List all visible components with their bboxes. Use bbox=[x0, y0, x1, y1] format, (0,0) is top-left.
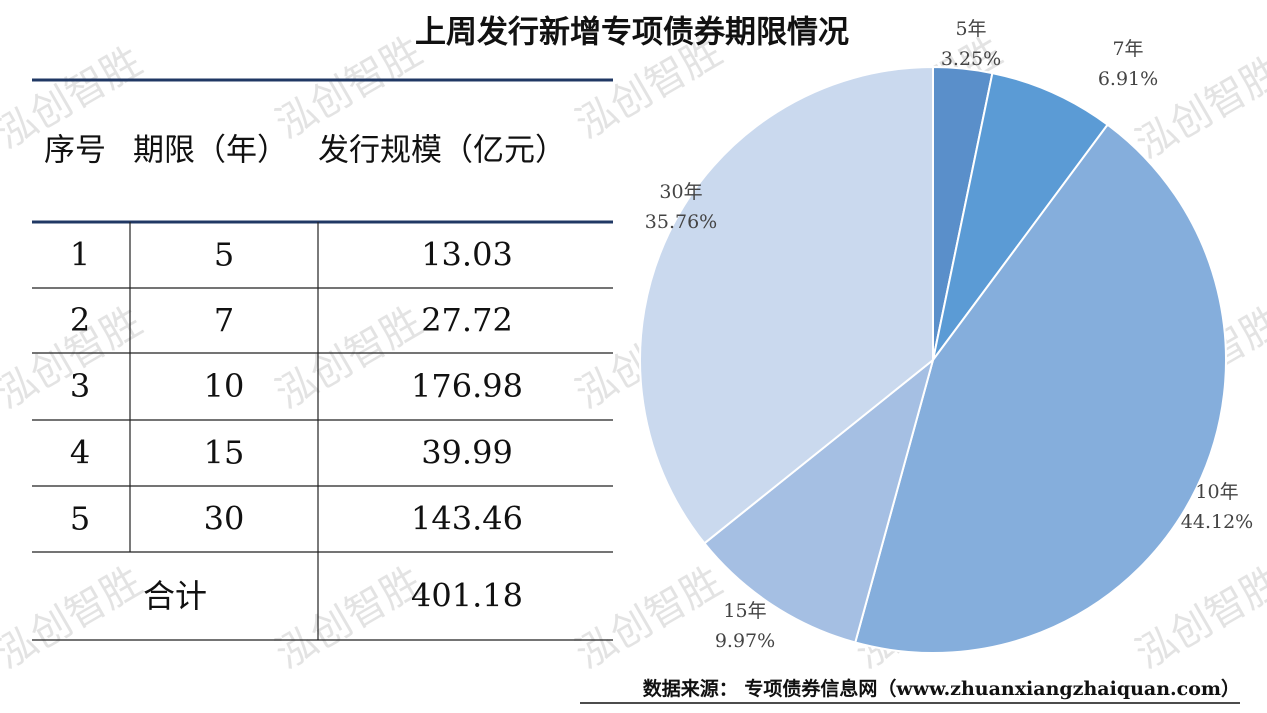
total-label: 合计 bbox=[143, 577, 207, 615]
table-cell: 39.99 bbox=[421, 434, 513, 472]
table-cell: 15 bbox=[204, 434, 245, 472]
table-cell: 2 bbox=[70, 301, 90, 339]
table-cell: 30 bbox=[204, 500, 245, 538]
pie-slice bbox=[932, 71, 1109, 361]
table-cell: 10 bbox=[204, 367, 245, 405]
watermark: 泓创智胜 bbox=[1128, 558, 1267, 678]
table-cell: 3 bbox=[70, 367, 90, 405]
total-value: 401.18 bbox=[411, 577, 523, 615]
slice-label: 6.91% bbox=[1098, 68, 1158, 90]
table-cell: 1 bbox=[70, 236, 90, 274]
watermark: 泓创智胜 bbox=[268, 558, 430, 678]
header-cell: 序号 bbox=[44, 133, 106, 169]
slice-category: 15年 bbox=[723, 600, 766, 622]
pie-chart: 5年 3.25% 7年 6.91% 10年 44.12% 15年 9.97% 30年 35.76% bbox=[639, 18, 1253, 654]
table-cell: 176.98 bbox=[411, 367, 523, 405]
watermark: 泓创智胜 bbox=[268, 298, 430, 418]
table-cell: 5 bbox=[214, 236, 234, 274]
watermark: 泓创智胜 bbox=[268, 28, 430, 148]
slice-label: 35.76% bbox=[645, 211, 717, 233]
watermark: 泓创智胜 bbox=[568, 558, 730, 678]
table-cell: 7 bbox=[214, 301, 234, 339]
slice-category: 7年 bbox=[1112, 38, 1143, 60]
table-cell: 5 bbox=[70, 500, 90, 538]
slice-category: 5年 bbox=[955, 18, 986, 40]
table-cell: 13.03 bbox=[421, 236, 513, 274]
source: 数据来源： 专项债券信息网（www.zhuanxiangzhaiquan.com… bbox=[643, 677, 1240, 700]
slice-label: 9.97% bbox=[715, 630, 775, 652]
slice-category: 30年 bbox=[659, 181, 702, 203]
pie-slice bbox=[639, 65, 934, 545]
slice-label: 44.12% bbox=[1181, 511, 1253, 533]
table: 序号 期限（年） 发行规模（亿元）1 5 13.032 7 27.723 10 176.984 1… bbox=[32, 133, 613, 641]
pie-slice bbox=[854, 123, 1227, 654]
pie-slice bbox=[703, 357, 935, 644]
table-cell: 143.46 bbox=[411, 500, 523, 538]
table-cell: 4 bbox=[70, 434, 90, 472]
header-cell: 期限（年） bbox=[133, 133, 288, 169]
title: 上周发行新增专项债券期限情况 bbox=[415, 15, 849, 51]
slice-category: 10年 bbox=[1195, 481, 1238, 503]
header-cell: 发行规模（亿元） bbox=[318, 133, 566, 169]
table-cell: 27.72 bbox=[421, 301, 513, 339]
watermark: 泓创智胜 bbox=[1128, 48, 1267, 168]
watermark: 泓创智胜 bbox=[0, 558, 150, 678]
slice-label: 3.25% bbox=[941, 48, 1001, 70]
